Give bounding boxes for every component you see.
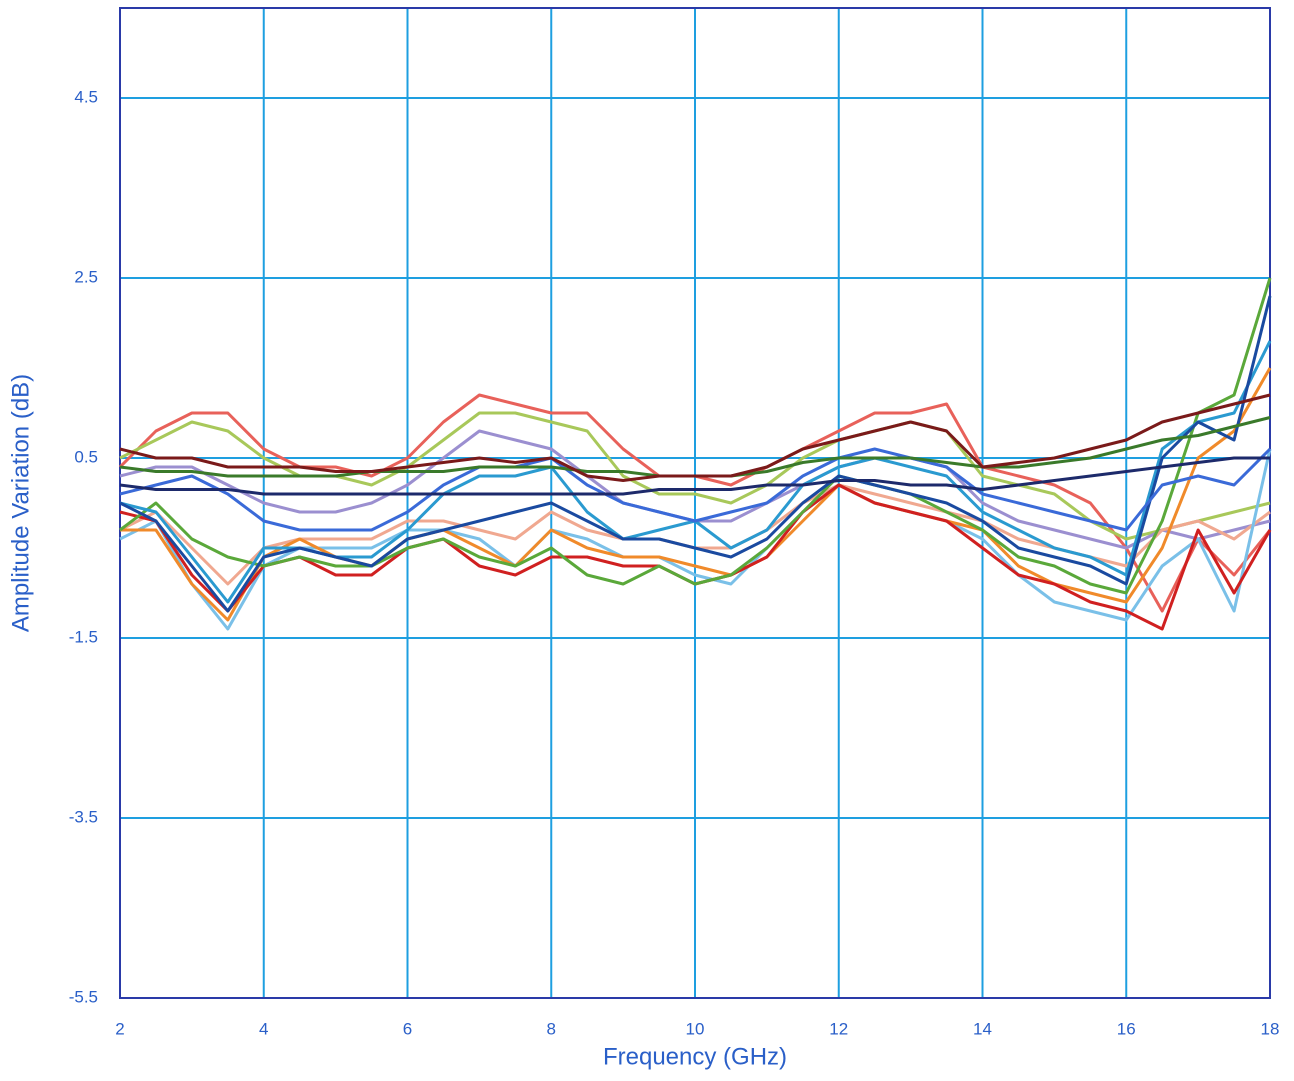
y-axis-label: Amplitude Variation (dB) (7, 374, 34, 632)
y-tick-label: 4.5 (74, 87, 98, 106)
x-tick-label: 14 (973, 1019, 992, 1038)
x-axis-label: Frequency (GHz) (603, 1043, 787, 1070)
data-line (119, 456, 1270, 496)
y-tick-label: -3.5 (69, 807, 98, 826)
x-tick-label: 4 (259, 1019, 268, 1038)
data-line (120, 367, 1272, 622)
data-line (119, 393, 1271, 482)
y-tick-label: -5.5 (69, 987, 98, 1006)
data-line (119, 447, 1272, 532)
x-tick-label: 12 (829, 1019, 848, 1038)
x-tick-label: 2 (115, 1019, 124, 1038)
x-tick-label: 8 (547, 1019, 556, 1038)
data-line (119, 277, 1272, 595)
x-tick-label: 18 (1261, 1019, 1280, 1038)
y-tick-label: -1.5 (69, 627, 98, 646)
data-line (119, 295, 1272, 613)
y-tick-label: 0.5 (74, 447, 98, 466)
x-tick-label: 6 (403, 1019, 412, 1038)
x-tick-label: 10 (686, 1019, 705, 1038)
x-tick-label: 16 (1117, 1019, 1136, 1038)
y-tick-label: 2.5 (74, 267, 98, 286)
data-line (119, 448, 1272, 631)
